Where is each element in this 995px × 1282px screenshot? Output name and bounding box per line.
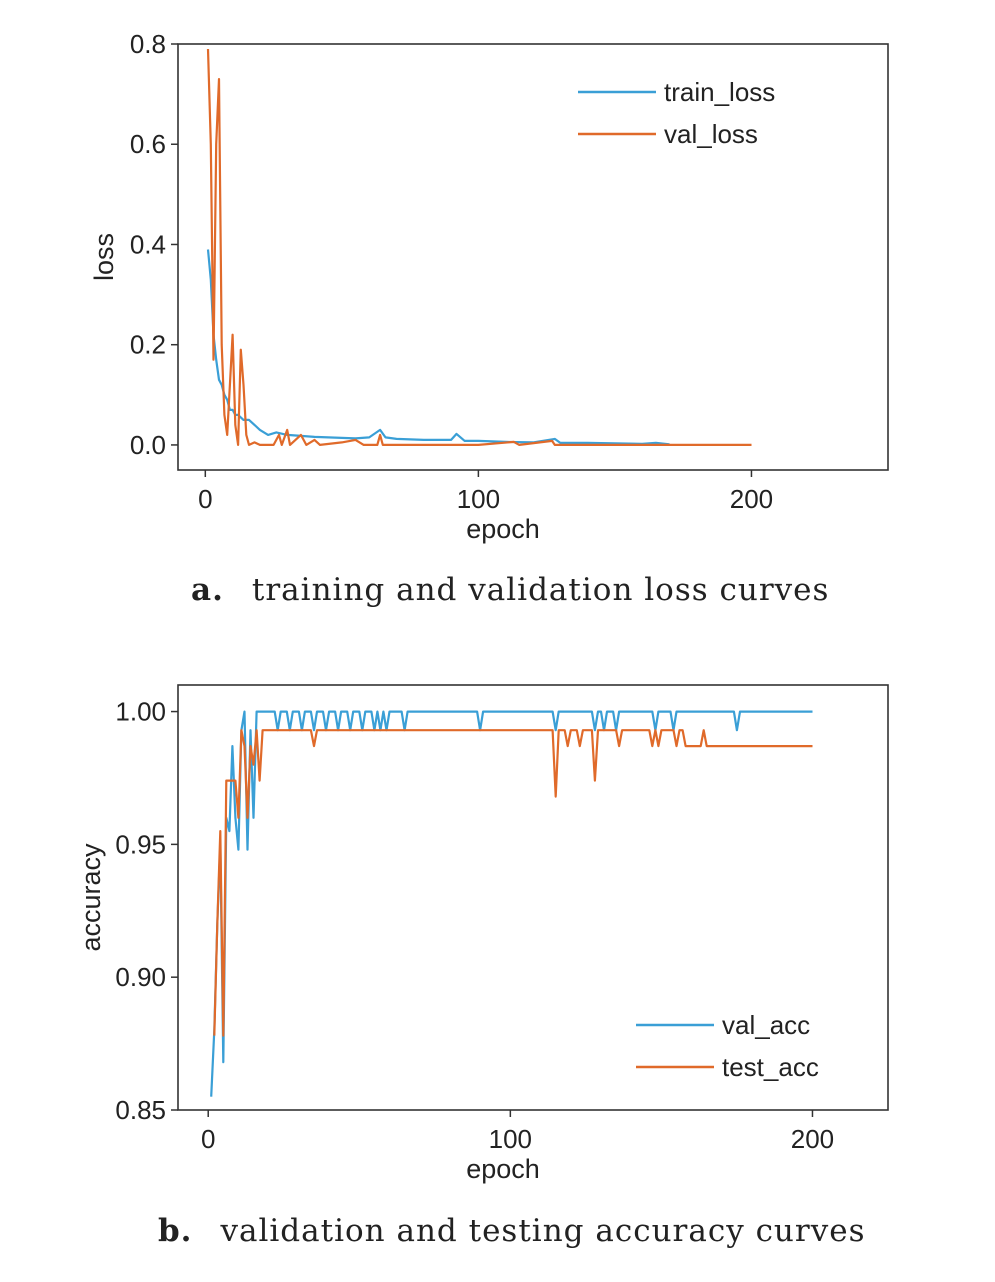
x-tick-label: 100: [457, 484, 500, 514]
y-tick-label: 0.2: [130, 330, 166, 360]
y-tick-label: 0.95: [115, 829, 166, 859]
y-tick-label: 0.6: [130, 129, 166, 159]
x-tick-label: 0: [201, 1124, 215, 1154]
y-tick-label: 0.8: [130, 29, 166, 59]
legend-label-val_acc: val_acc: [722, 1010, 810, 1040]
x-tick-label: 0: [198, 484, 212, 514]
plot-frame: [177, 43, 889, 471]
y-tick-label: 0.0: [130, 430, 166, 460]
legend-label-train_loss: train_loss: [664, 77, 775, 107]
caption-b: b. validation and testing accuracy curves: [158, 1213, 865, 1249]
series-line-val_loss: [206, 48, 752, 446]
legend-label-val_loss: val_loss: [664, 119, 758, 149]
x-tick-label: 200: [791, 1124, 834, 1154]
accuracy-chart-panel: 0 100 200 0.85 0.90 0.95 1.00 epoch accuracy val_…: [0, 640, 995, 1282]
legend: val_acc test_acc: [636, 1010, 819, 1082]
y-tick-label: 0.90: [115, 962, 166, 992]
accuracy-chart: 0 100 200 0.85 0.90 0.95 1.00 epoch accuracy val_…: [76, 684, 889, 1184]
caption-b-text: validation and testing accuracy curves: [220, 1213, 866, 1249]
caption-a-label: a.: [191, 572, 224, 608]
y-tick-label: 0.85: [115, 1095, 166, 1125]
y-axis-label: accuracy: [76, 843, 106, 952]
y-axis-label: loss: [89, 233, 119, 281]
series-line-test_acc: [213, 729, 813, 1037]
legend-label-test_acc: test_acc: [722, 1052, 819, 1082]
x-axis-label: epoch: [466, 514, 540, 544]
caption-a: a. training and validation loss curves: [191, 572, 829, 608]
x-tick-label: 100: [489, 1124, 532, 1154]
legend: train_loss val_loss: [578, 77, 775, 149]
loss-chart: 0 100 200 0.0 0.2 0.4 0.6 0.8 epoch loss train_los…: [89, 29, 889, 544]
y-tick-label: 1.00: [115, 697, 166, 727]
x-axis-label: epoch: [466, 1154, 540, 1184]
plot-frame: [177, 684, 889, 1111]
caption-b-label: b.: [158, 1213, 193, 1249]
loss-chart-panel: 0 100 200 0.0 0.2 0.4 0.6 0.8 epoch loss train_los…: [0, 0, 995, 640]
y-tick-label: 0.4: [130, 229, 166, 259]
x-tick-label: 200: [730, 484, 773, 514]
caption-a-text: training and validation loss curves: [251, 572, 830, 608]
series-line-train_loss: [206, 249, 670, 446]
